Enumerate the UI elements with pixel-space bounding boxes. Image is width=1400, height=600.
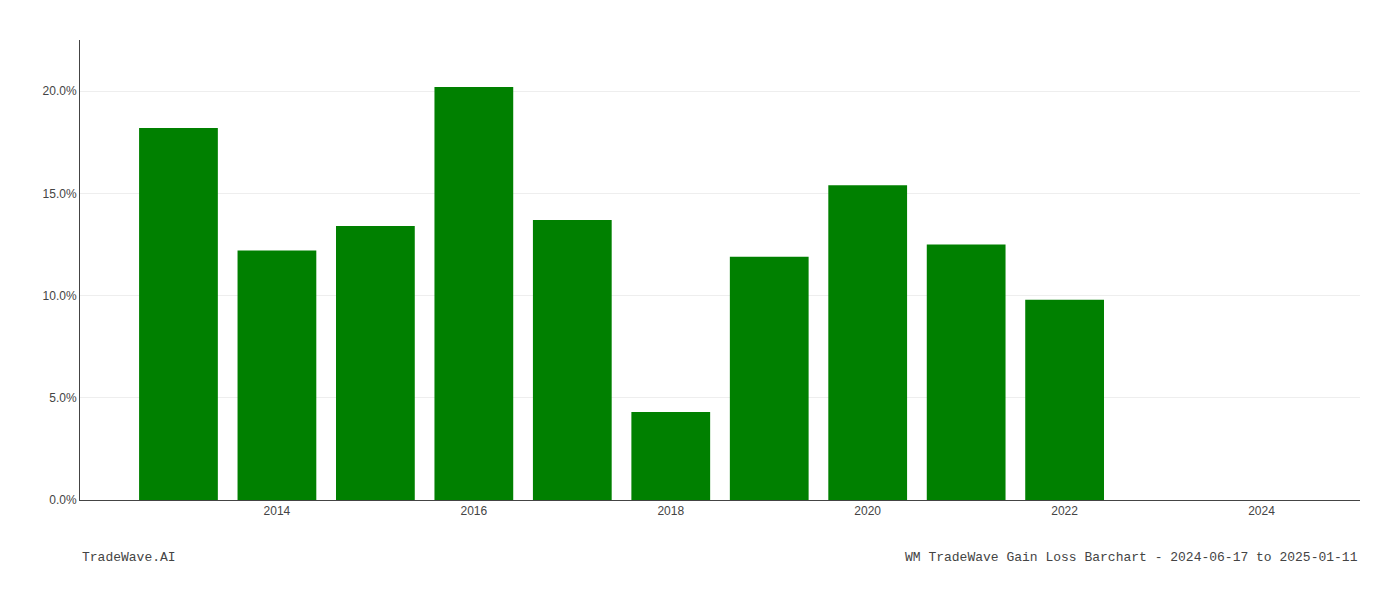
svg-text:10.0%: 10.0%	[43, 289, 77, 303]
svg-text:TradeWave.AI: TradeWave.AI	[82, 550, 176, 565]
svg-text:5.0%: 5.0%	[49, 391, 77, 405]
svg-text:2016: 2016	[460, 504, 487, 518]
svg-text:20.0%: 20.0%	[43, 84, 77, 98]
svg-text:2014: 2014	[264, 504, 291, 518]
svg-text:2018: 2018	[657, 504, 684, 518]
svg-text:2022: 2022	[1051, 504, 1078, 518]
svg-text:WM TradeWave Gain Loss Barchar: WM TradeWave Gain Loss Barchart - 2024-0…	[905, 550, 1358, 565]
svg-text:2024: 2024	[1248, 504, 1275, 518]
svg-text:15.0%: 15.0%	[43, 187, 77, 201]
svg-text:0.0%: 0.0%	[49, 493, 77, 507]
svg-text:2020: 2020	[854, 504, 881, 518]
